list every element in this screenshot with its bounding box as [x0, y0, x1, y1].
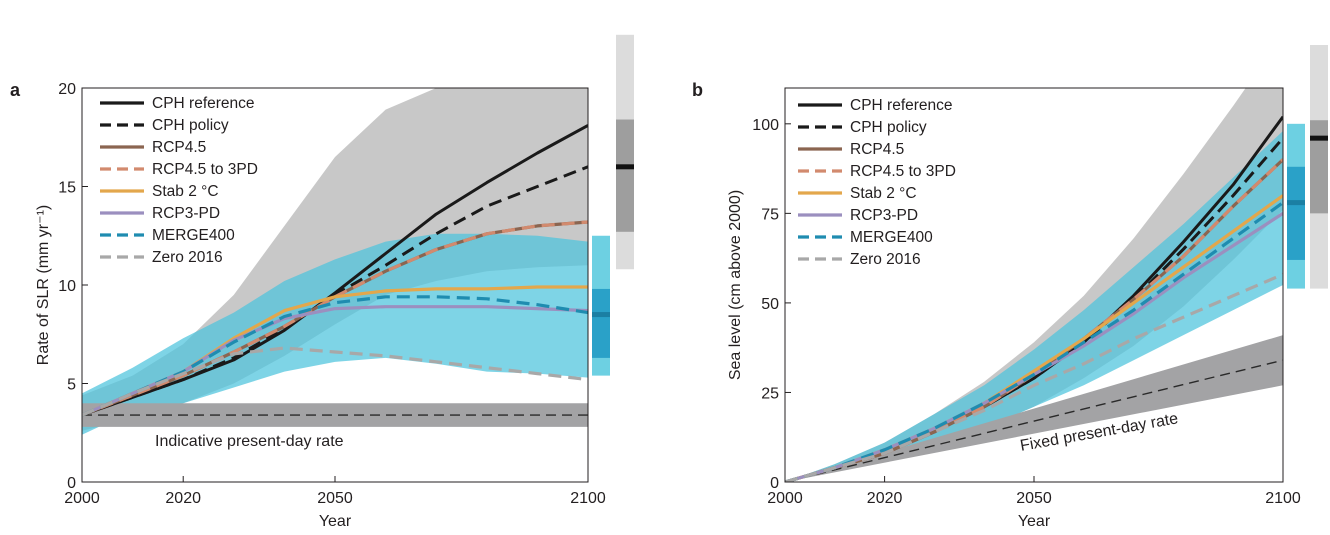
legend-entry-1: CPH reference	[850, 97, 953, 114]
y-tick-label: 0	[770, 475, 779, 492]
plot-area	[82, 88, 588, 435]
legend: CPH reference CPH policy RCP4.5 RCP4.5 to 3…	[798, 97, 956, 268]
legend-entry-3: RCP4.5	[850, 141, 904, 158]
x-tick-label: 2050	[1016, 490, 1052, 507]
series-line-8	[82, 346, 588, 417]
legend-entry-7: MERGE400	[850, 229, 933, 246]
x-tick-label: 2100	[1265, 490, 1301, 507]
legend-entry-6: RCP3-PD	[152, 205, 220, 222]
y-tick-label: 20	[58, 81, 76, 98]
legend-entry-5: Stab 2 °C	[152, 183, 219, 200]
plot-area	[785, 88, 1283, 482]
present-day-rate-line	[785, 359, 1283, 482]
y-axis-label: Rate of SLR (mm yr⁻¹)	[35, 205, 52, 365]
legend-entry-7: MERGE400	[152, 227, 235, 244]
legend-entry-1: CPH reference	[152, 95, 255, 112]
side-bar-inner-1	[616, 119, 634, 232]
series-line-4	[82, 220, 588, 417]
chart-panel-b: 2000 2020 2050 2100 0 25 50 75 100 Year Sea level …	[692, 45, 1328, 530]
y-tick-label: 0	[67, 475, 76, 492]
legend-entry-8: Zero 2016	[152, 249, 223, 266]
side-bar-median-1	[616, 164, 634, 170]
present-day-rate-band	[785, 335, 1283, 482]
uncertainty-band-2	[785, 130, 1283, 482]
panel-label: a	[10, 80, 21, 100]
x-tick-label: 2020	[165, 490, 201, 507]
y-tick-label: 10	[58, 278, 76, 295]
legend-entry-6: RCP3-PD	[850, 207, 918, 224]
side-bar-inner-2	[1287, 166, 1305, 260]
legend-entry-2: CPH policy	[850, 119, 927, 136]
side-bar-median-2	[592, 312, 610, 318]
series-line-8	[785, 272, 1283, 482]
y-tick-label: 100	[752, 117, 779, 134]
uncertainty-band-2	[82, 233, 588, 435]
series-line-7	[785, 201, 1283, 482]
present-day-rate-band	[82, 403, 588, 427]
y-tick-label: 5	[67, 377, 76, 394]
x-tick-label: 2020	[867, 490, 903, 507]
annotation-label: Indicative present-day rate	[155, 433, 344, 450]
side-bar-median-1	[1310, 135, 1328, 141]
legend-entry-4: RCP4.5 to 3PD	[152, 161, 258, 178]
series-line-2	[82, 165, 588, 417]
x-axis-label: Year	[319, 513, 352, 530]
side-bar-median-2	[1287, 200, 1305, 206]
side-bar-inner-1	[1310, 120, 1328, 214]
side-bar-inner-2	[592, 288, 610, 358]
y-tick-label: 15	[58, 180, 76, 197]
legend-entry-5: Stab 2 °C	[850, 185, 917, 202]
y-tick-label: 50	[761, 296, 779, 313]
legend-entry-2: CPH policy	[152, 117, 229, 134]
legend: CPH reference CPH policy RCP4.5 RCP4.5 to 3…	[100, 95, 258, 266]
y-axis-label: Sea level (cm above 2000)	[727, 190, 744, 380]
x-tick-label: 2000	[64, 490, 100, 507]
legend-entry-4: RCP4.5 to 3PD	[850, 163, 956, 180]
chart-panel-a: 2000 2020 2050 2100 0 5 10 15 20 Year Rate of SLR …	[10, 34, 634, 530]
panel-label: b	[692, 80, 703, 100]
legend-entry-3: RCP4.5	[152, 139, 206, 156]
x-tick-label: 2050	[317, 490, 353, 507]
legend-entry-8: Zero 2016	[850, 251, 921, 268]
x-tick-label: 2100	[570, 490, 606, 507]
y-tick-label: 75	[761, 206, 779, 223]
x-tick-label: 2000	[767, 490, 803, 507]
y-tick-label: 25	[761, 385, 779, 402]
x-axis-label: Year	[1018, 513, 1051, 530]
